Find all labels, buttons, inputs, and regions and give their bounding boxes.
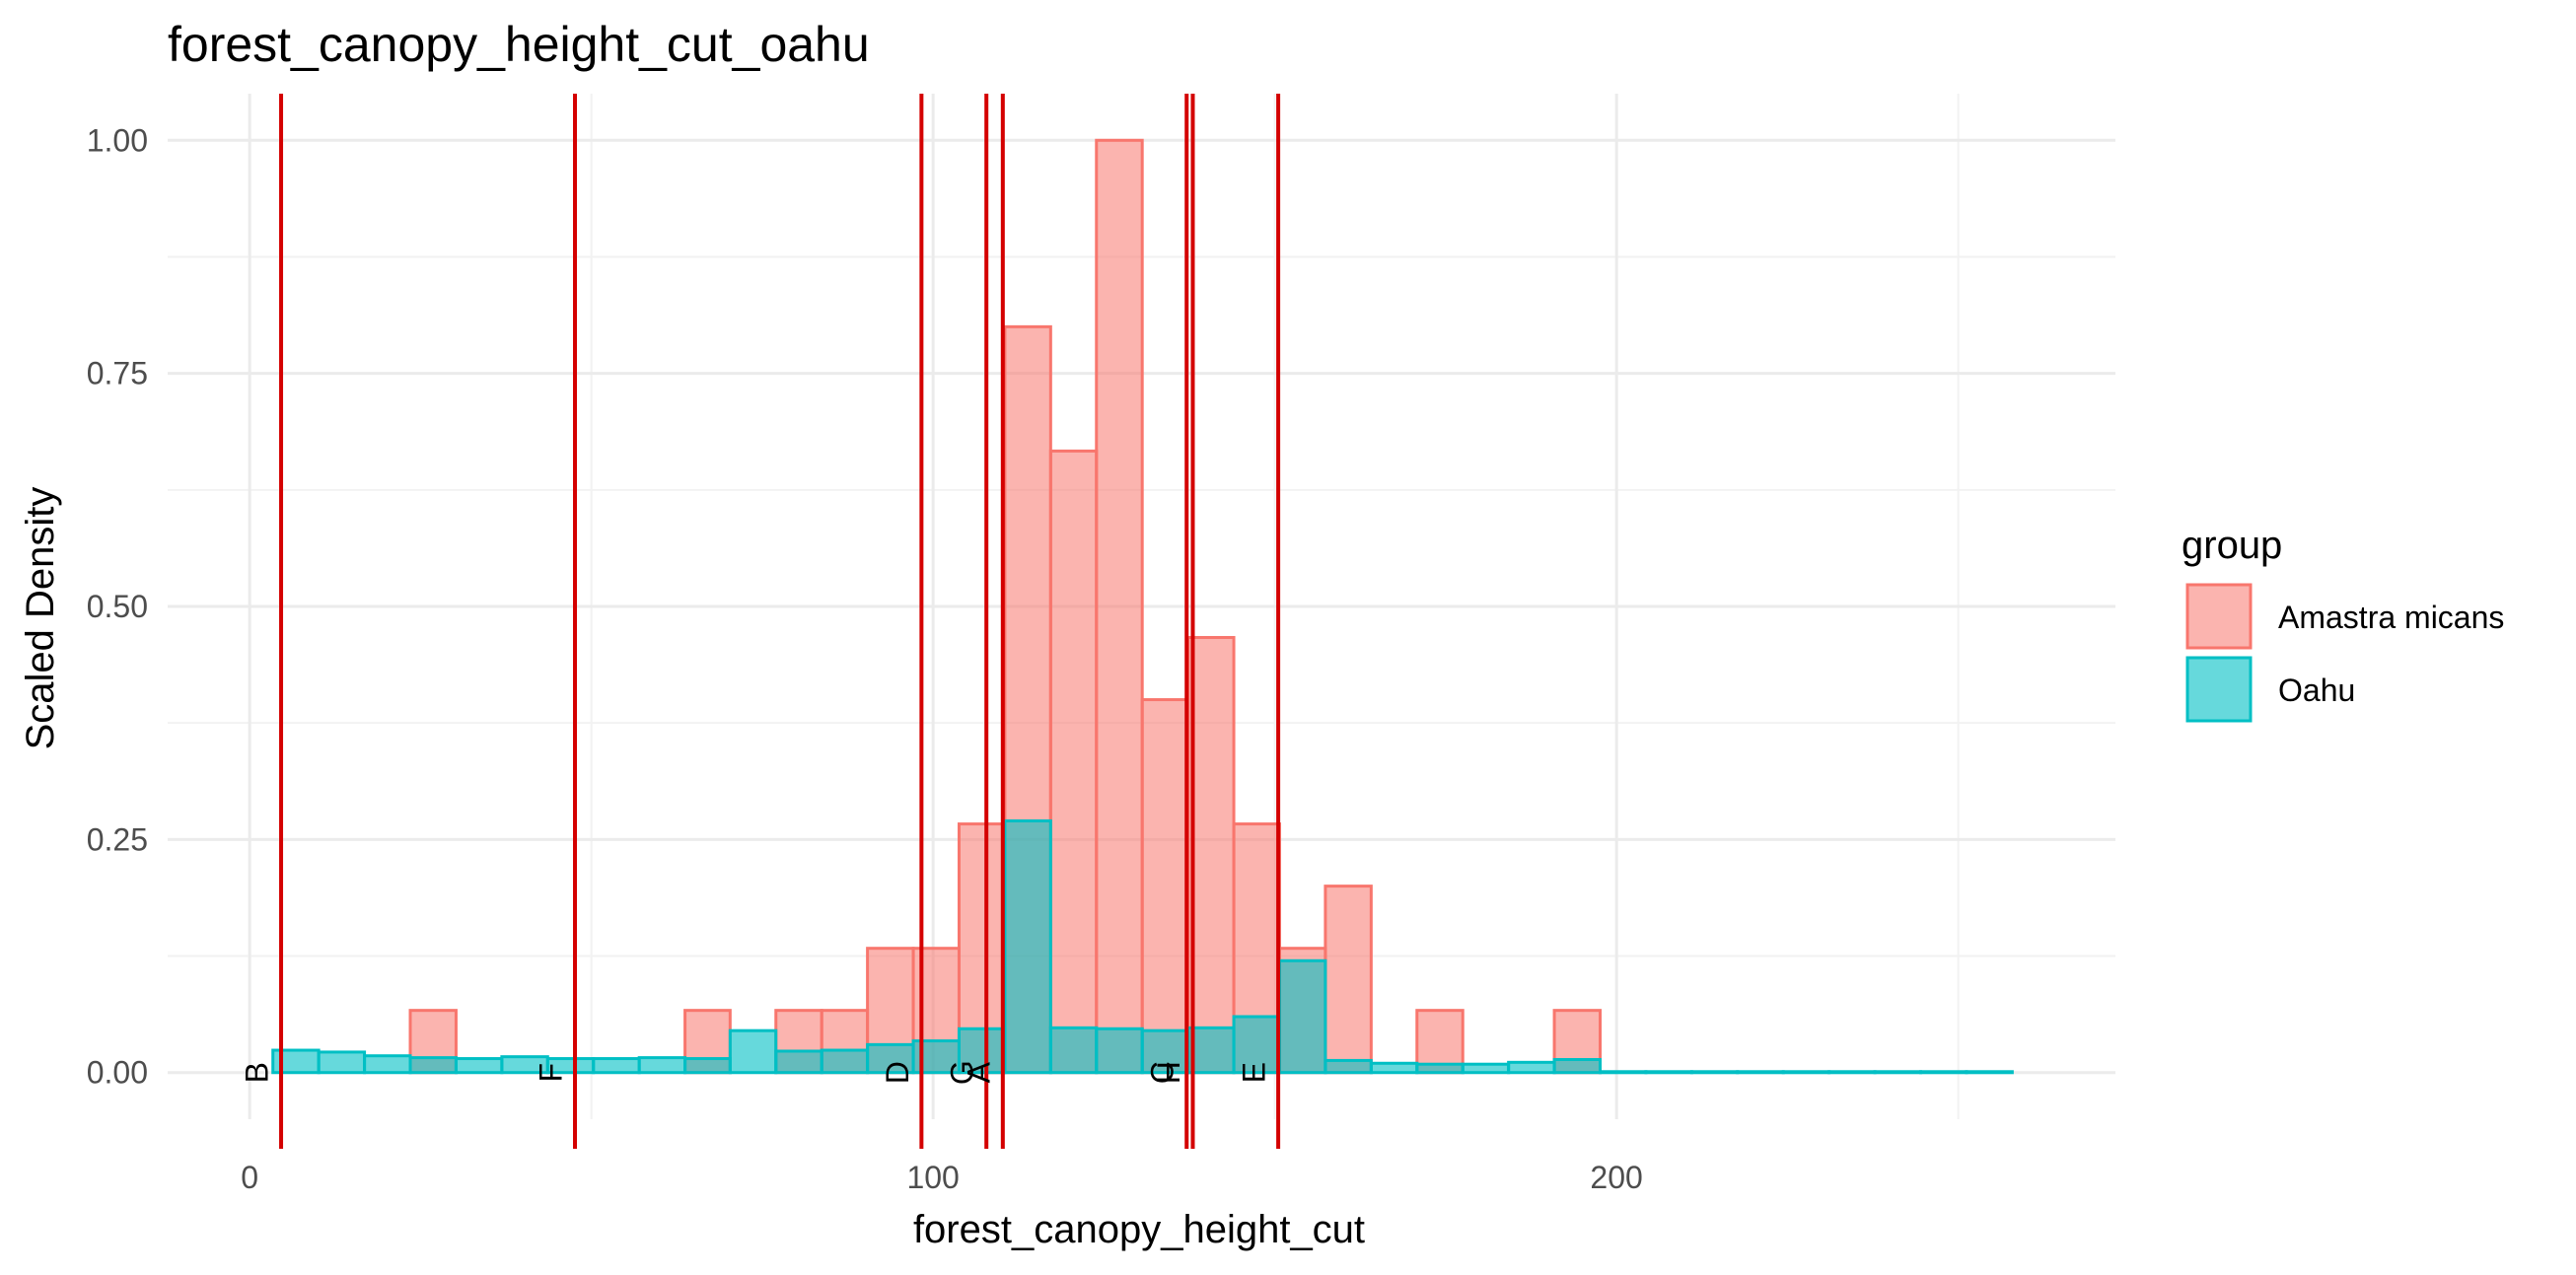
- histogram-bar: [592, 1057, 641, 1075]
- y-axis-title: Scaled Density: [19, 487, 62, 750]
- legend-label-oahu: Oahu: [2278, 673, 2355, 708]
- histogram-bar: [683, 1057, 732, 1075]
- histogram-bar: [1415, 1062, 1465, 1075]
- histogram-bar: [1277, 958, 1327, 1075]
- series-oahu: [271, 818, 2014, 1075]
- reference-line-label: H: [1151, 1061, 1186, 1084]
- reference-line-label: E: [1237, 1062, 1272, 1083]
- histogram-bar: [1095, 138, 1144, 1075]
- histogram-bar: [1827, 1070, 1877, 1075]
- x-axis-title: forest_canopy_height_cut: [913, 1208, 1365, 1251]
- histogram-bar: [1048, 449, 1099, 1075]
- histogram-bar: [1232, 1015, 1281, 1075]
- histogram-bar: [728, 1028, 778, 1075]
- y-tick-label: 0.75: [87, 356, 148, 391]
- histogram-bar: [1781, 1070, 1831, 1075]
- histogram-bar: [1644, 1070, 1693, 1075]
- y-tick-label: 0.50: [87, 589, 148, 624]
- histogram-bar: [408, 1056, 458, 1075]
- reference-line-label: G: [945, 1060, 980, 1085]
- histogram-bar: [1095, 1027, 1144, 1075]
- histogram-bar: [1598, 1070, 1648, 1075]
- legend-swatch-amastra-micans: [2185, 583, 2253, 650]
- histogram-bar: [454, 1057, 504, 1075]
- histogram-bar: [820, 1048, 870, 1075]
- reference-lines: B F D GA CH E: [239, 94, 1281, 1149]
- chart-title: forest_canopy_height_cut_oahu: [168, 17, 870, 72]
- histogram-bar: [1003, 818, 1052, 1075]
- histogram-bar: [1369, 1061, 1419, 1075]
- x-tick-label: 100: [906, 1160, 959, 1195]
- histogram-bar: [1324, 885, 1373, 1075]
- reference-line-label: C: [1145, 1061, 1181, 1084]
- histogram-bar: [1689, 1070, 1740, 1075]
- histogram-bar: [774, 1049, 823, 1075]
- histogram-bar: [1324, 1058, 1373, 1075]
- histogram-bar: [1873, 1070, 1923, 1075]
- legend-swatch-oahu: [2185, 656, 2253, 723]
- histogram-bar: [1919, 1070, 1968, 1075]
- histogram-bar: [1736, 1070, 1785, 1075]
- x-axis-ticks: 0 100 200: [241, 1160, 1643, 1195]
- histogram-bar: [317, 1050, 367, 1075]
- x-tick-label: 200: [1590, 1160, 1642, 1195]
- histogram-bar: [1507, 1060, 1556, 1075]
- y-tick-label: 1.00: [87, 122, 148, 158]
- legend: group Amastra micans Oahu: [2182, 524, 2504, 723]
- legend-title: group: [2182, 524, 2282, 567]
- y-axis-ticks: 0.00 0.25 0.50 0.75 1.00: [87, 122, 148, 1090]
- histogram-bar: [637, 1056, 687, 1075]
- y-tick-label: 0.25: [87, 821, 148, 857]
- histogram-bar: [363, 1054, 412, 1075]
- histogram-bar: [1965, 1070, 2014, 1075]
- x-tick-label: 0: [241, 1160, 258, 1195]
- histogram-bar: [1461, 1062, 1511, 1075]
- y-tick-label: 0.00: [87, 1055, 148, 1091]
- histogram-bar: [1140, 698, 1190, 1075]
- histogram-bar: [1552, 1057, 1602, 1075]
- reference-line-label: B: [239, 1062, 274, 1083]
- histogram-bar: [1048, 1026, 1099, 1075]
- reference-line-label: D: [880, 1061, 915, 1084]
- histogram-bar: [1186, 635, 1236, 1075]
- histogram-bar: [1186, 1026, 1236, 1075]
- reference-line-label: F: [533, 1063, 568, 1083]
- legend-label-amastra-micans: Amastra micans: [2278, 600, 2504, 635]
- reference-line-label: A: [961, 1061, 996, 1083]
